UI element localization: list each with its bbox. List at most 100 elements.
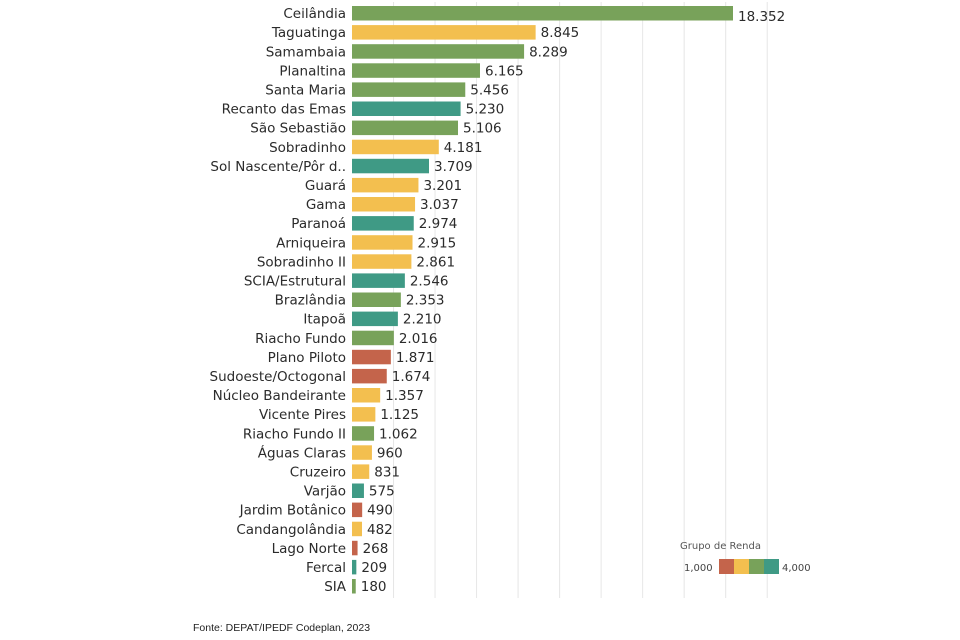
category-label: Brazlândia <box>275 293 346 309</box>
value-label: 575 <box>369 484 395 500</box>
value-label: 4.181 <box>444 140 483 156</box>
value-label: 5.456 <box>470 82 509 98</box>
bar <box>352 197 416 212</box>
category-label: Planaltina <box>279 63 346 79</box>
legend-title: Grupo de Renda <box>680 541 761 552</box>
value-label: 482 <box>367 522 393 538</box>
category-label: Recanto das Emas <box>222 102 346 118</box>
category-label: Jardim Botânico <box>239 503 346 519</box>
category-label: Gama <box>306 197 346 213</box>
value-label: 2.546 <box>410 273 449 289</box>
bar <box>352 177 419 193</box>
legend: Grupo de Renda 1,000 4,000 <box>680 541 811 574</box>
bar <box>352 273 405 288</box>
value-label: 209 <box>361 560 387 576</box>
category-labels: Ceilândia Taguatinga Samambaia Planaltina Sa… <box>210 6 347 595</box>
category-label: Samambaia <box>266 44 346 60</box>
legend-color-scale <box>719 559 779 574</box>
bar <box>352 464 370 479</box>
legend-swatch <box>749 559 764 574</box>
category-label: Ceilândia <box>283 6 346 22</box>
value-label: 1.674 <box>392 369 431 385</box>
bar <box>352 483 364 498</box>
value-label: 3.037 <box>420 197 459 213</box>
bar <box>352 579 356 594</box>
bar <box>352 25 536 40</box>
legend-swatch <box>764 559 779 574</box>
category-label: Varjão <box>304 484 346 500</box>
value-label: 5.106 <box>463 121 502 137</box>
category-label: Arniqueira <box>276 235 346 251</box>
bar <box>352 139 439 155</box>
value-label: 2.210 <box>403 312 442 328</box>
bars <box>352 6 733 594</box>
category-label: Riacho Fundo <box>255 331 346 347</box>
bar <box>352 311 398 327</box>
value-label: 2.353 <box>406 293 445 309</box>
category-label: Sol Nascente/Pôr d.. <box>210 159 346 175</box>
bar <box>352 388 381 403</box>
value-label: 8.289 <box>529 44 568 60</box>
value-label: 5.230 <box>466 102 505 118</box>
bar <box>352 407 376 422</box>
category-label: São Sebastião <box>250 121 346 137</box>
bar <box>352 330 394 346</box>
value-label: 2.974 <box>419 216 458 232</box>
category-label: Cruzeiro <box>290 464 346 480</box>
bar <box>352 6 733 21</box>
category-label: Núcleo Bandeirante <box>213 388 346 404</box>
category-label: Lago Norte <box>272 541 346 557</box>
category-label: SIA <box>324 579 347 595</box>
value-label: 2.016 <box>399 331 438 347</box>
bar <box>352 349 391 365</box>
bar <box>352 254 412 269</box>
bar <box>352 445 372 460</box>
bar <box>352 158 430 174</box>
value-label: 180 <box>361 579 387 595</box>
bar <box>352 235 413 250</box>
category-label: Candangolândia <box>236 522 346 538</box>
category-label: Taguatinga <box>271 25 346 41</box>
bar <box>352 521 363 537</box>
value-label: 6.165 <box>485 63 524 79</box>
value-label: 1.125 <box>380 407 419 423</box>
legend-min-label: 1,000 <box>684 563 713 574</box>
category-label: Guará <box>305 178 346 194</box>
grid-lines <box>393 2 768 598</box>
value-labels: 18.352 8.845 8.289 6.165 5.456 5.230 5.106 4.18… <box>361 9 786 595</box>
category-label: Paranoá <box>291 216 346 232</box>
category-label: Riacho Fundo II <box>243 426 346 442</box>
bar <box>352 216 414 231</box>
value-label: 3.201 <box>423 178 462 194</box>
category-label: Vicente Pires <box>259 407 346 423</box>
bar <box>352 101 461 116</box>
bar <box>352 368 387 384</box>
category-label: SCIA/Estrutural <box>244 273 346 289</box>
category-label: Santa Maria <box>265 82 346 98</box>
value-label: 960 <box>377 445 403 461</box>
bar <box>352 82 466 97</box>
category-label: Sobradinho II <box>257 254 346 270</box>
bar <box>352 502 363 518</box>
legend-max-label: 4,000 <box>782 563 811 574</box>
value-label: 8.845 <box>541 25 580 41</box>
value-label: 3.709 <box>434 159 473 175</box>
category-label: Fercal <box>306 560 346 576</box>
category-label: Águas Claras <box>258 444 346 461</box>
value-label: 831 <box>374 464 400 480</box>
legend-swatch <box>719 559 734 574</box>
legend-swatch <box>734 559 749 574</box>
value-label: 2.861 <box>416 254 455 270</box>
category-label: Plano Piloto <box>268 350 346 366</box>
bar <box>352 44 525 59</box>
value-label: 18.352 <box>738 9 785 25</box>
bar <box>352 120 459 136</box>
category-label: Sobradinho <box>269 140 346 156</box>
bar <box>352 540 358 556</box>
value-label: 2.915 <box>418 235 457 251</box>
source-note: Fonte: DEPAT/IPEDF Codeplan, 2023 <box>193 622 371 634</box>
category-label: Sudoeste/Octogonal <box>210 369 346 385</box>
bar <box>352 63 480 78</box>
bar <box>352 426 375 441</box>
